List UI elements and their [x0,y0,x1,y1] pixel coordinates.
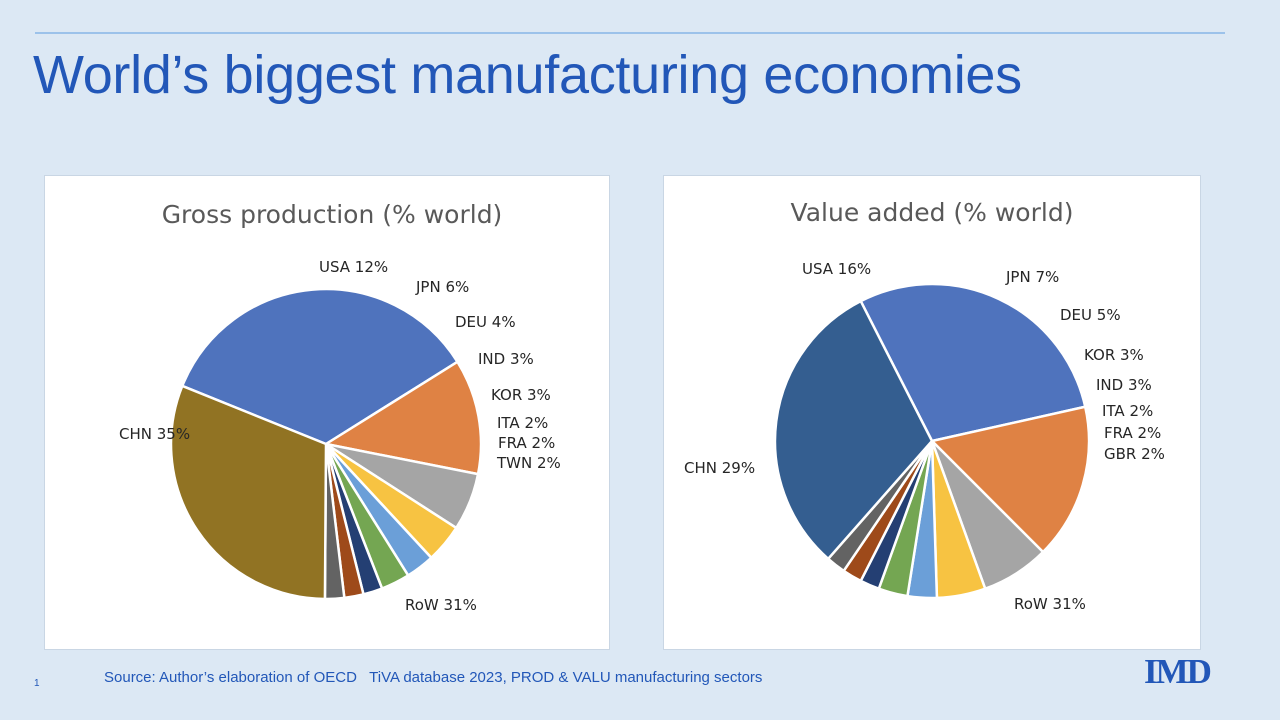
gross-production-pie-chart: Gross production (% world) CHN 35% USA 12… [119,200,561,614]
value-added-label-ind: IND 3% [1096,376,1152,394]
imd-logo: IMD [1144,652,1212,691]
slide-title: World’s biggest manufacturing economies [33,45,1022,105]
top-divider [35,32,1225,34]
gross-production-slice-row [169,384,328,601]
gross-production-label-deu: DEU 4% [455,313,516,331]
gross-production-label-chn: CHN 35% [119,425,190,443]
gross-production-label-fra: FRA 2% [498,434,555,452]
gross-production-chart-panel: Gross production (% world) CHN 35% USA 12… [44,175,610,650]
gross-production-labels: CHN 35% USA 12% JPN 6% DEU 4% IND 3% KOR 3% IT… [119,258,561,614]
gross-production-label-ita: ITA 2% [497,414,548,432]
value-added-label-kor: KOR 3% [1084,346,1144,364]
value-added-pie-chart: Value added (% world) CHN 29% USA 16% JPN … [684,198,1165,613]
value-added-label-row: RoW 31% [1014,595,1086,613]
value-added-slice-usa [930,405,1091,554]
gross-production-label-usa: USA 12% [319,258,388,276]
gross-production-slice-chn [181,287,459,446]
value-added-chart-title: Value added (% world) [791,198,1074,227]
gross-production-chart-title: Gross production (% world) [162,200,503,229]
value-added-label-gbr: GBR 2% [1104,445,1165,463]
value-added-label-jpn: JPN 7% [1005,268,1059,286]
gross-production-label-twn: TWN 2% [496,454,561,472]
value-added-labels: CHN 29% USA 16% JPN 7% DEU 5% KOR 3% IND 3% IT… [684,260,1165,613]
gross-production-slice-usa [324,360,483,476]
value-added-slices [773,282,1091,600]
value-added-slice-row [773,299,934,561]
source-note: Source: Author’s elaboration of OECD TiV… [104,669,763,686]
gross-production-label-row: RoW 31% [405,596,477,614]
value-added-label-chn: CHN 29% [684,459,755,477]
value-added-label-deu: DEU 5% [1060,306,1121,324]
value-added-label-fra: FRA 2% [1104,424,1161,442]
value-added-chart-panel: Value added (% world) CHN 29% USA 16% JPN … [663,175,1201,650]
gross-production-label-jpn: JPN 6% [415,278,469,296]
gross-production-label-ind: IND 3% [478,350,534,368]
value-added-slice-chn [859,282,1087,443]
gross-production-slices [169,287,483,601]
page-number: 1 [34,678,40,689]
value-added-label-usa: USA 16% [802,260,871,278]
value-added-label-ita: ITA 2% [1102,402,1153,420]
gross-production-label-kor: KOR 3% [491,386,551,404]
